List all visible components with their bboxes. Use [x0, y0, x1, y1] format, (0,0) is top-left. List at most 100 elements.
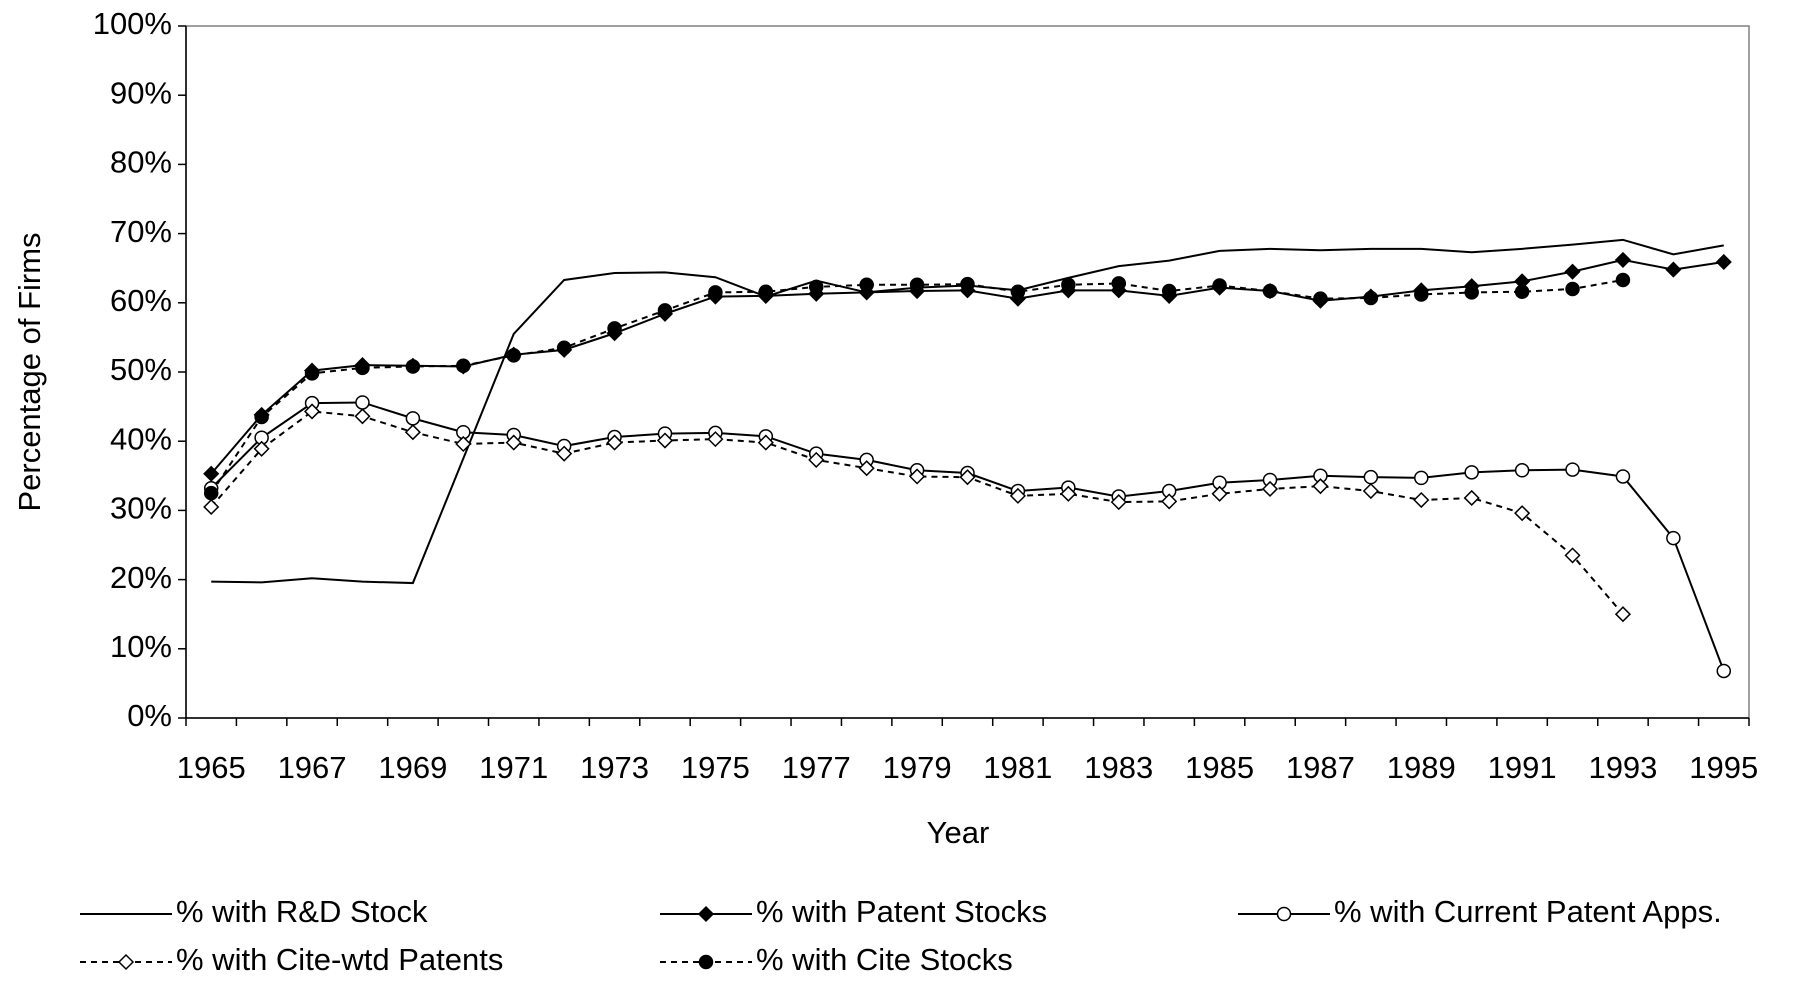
marker: [1009, 487, 1026, 504]
x-tick-label: 1967: [278, 750, 347, 785]
marker: [303, 403, 321, 420]
marker: [405, 359, 421, 374]
y-tick-label: 70%: [110, 214, 172, 249]
marker: [858, 460, 875, 477]
marker: [556, 340, 572, 356]
series-line: [210, 278, 1624, 494]
marker: [505, 434, 522, 451]
marker: [1363, 469, 1379, 485]
x-tick-label: 1995: [1689, 750, 1758, 785]
y-tick-label: 60%: [110, 283, 172, 318]
legend-label: % with Cite Stocks: [756, 942, 1013, 977]
marker: [354, 408, 371, 425]
marker: [1161, 493, 1178, 510]
marker: [909, 277, 925, 293]
marker: [859, 277, 874, 293]
legend-marker: [698, 954, 714, 970]
marker: [1514, 463, 1530, 478]
marker: [556, 445, 573, 462]
x-tick-label: 1987: [1286, 750, 1355, 785]
marker: [254, 409, 269, 425]
marker: [1312, 478, 1329, 495]
x-tick-label: 1977: [782, 750, 851, 785]
series-line: [210, 401, 1725, 672]
x-tick-label: 1965: [177, 750, 246, 785]
marker: [707, 431, 724, 448]
marker: [657, 303, 673, 318]
marker: [808, 451, 825, 468]
y-tick-label: 40%: [110, 421, 172, 456]
y-tick-label: 50%: [110, 352, 172, 387]
x-tick-label: 1971: [479, 750, 548, 785]
marker: [203, 485, 219, 501]
x-tick-label: 1991: [1488, 750, 1557, 785]
y-tick-label: 30%: [110, 491, 172, 526]
marker: [1715, 253, 1732, 271]
x-tick-label: 1969: [378, 750, 447, 785]
marker: [455, 435, 472, 453]
marker: [960, 276, 975, 292]
marker: [1211, 485, 1228, 502]
x-tick-label: 1993: [1588, 750, 1657, 785]
marker: [405, 411, 421, 426]
marker: [757, 434, 774, 451]
y-tick-label: 100%: [93, 6, 172, 41]
marker: [808, 279, 824, 295]
marker: [355, 360, 370, 376]
marker: [404, 424, 421, 441]
marker: [1666, 530, 1681, 546]
marker: [1665, 261, 1682, 278]
marker: [253, 440, 270, 457]
marker: [1111, 276, 1127, 291]
marker: [1414, 287, 1429, 302]
y-tick-label: 80%: [110, 145, 172, 180]
marker: [758, 284, 774, 299]
marker: [1313, 291, 1328, 306]
marker: [1161, 283, 1177, 299]
marker: [1010, 284, 1026, 299]
legend-label: % with Current Patent Apps.: [1334, 894, 1722, 929]
marker: [1564, 263, 1581, 280]
x-axis-title: Year: [927, 815, 990, 850]
marker: [1514, 284, 1530, 299]
y-tick-label: 10%: [110, 629, 172, 664]
marker: [1363, 290, 1379, 306]
marker: [1414, 470, 1429, 486]
marker: [1262, 283, 1278, 299]
x-tick-label: 1979: [883, 750, 952, 785]
marker: [656, 432, 674, 449]
x-tick-label: 1985: [1185, 750, 1254, 785]
marker: [1565, 462, 1580, 477]
marker: [606, 434, 623, 451]
marker: [1061, 277, 1076, 293]
marker: [959, 469, 976, 486]
legend-marker: [697, 905, 715, 923]
series-line: [210, 410, 1624, 615]
legend-label: % with Cite-wtd Patents: [176, 942, 503, 977]
legend-label: % with Patent Stocks: [756, 894, 1047, 929]
marker: [1464, 465, 1479, 480]
x-tick-label: 1973: [580, 750, 649, 785]
marker: [355, 395, 370, 410]
legend-marker: [1276, 906, 1292, 922]
marker: [1463, 489, 1480, 507]
marker: [1464, 285, 1479, 300]
marker: [1060, 485, 1077, 502]
marker: [1614, 606, 1632, 623]
marker: [203, 498, 220, 516]
marker: [456, 358, 471, 374]
marker: [1564, 547, 1581, 564]
x-tick-label: 1983: [1084, 750, 1153, 785]
marker: [1614, 251, 1632, 268]
marker: [1565, 281, 1580, 297]
legend-marker: [117, 953, 135, 971]
y-axis-title: Percentage of Firms: [12, 232, 47, 511]
x-tick-label: 1975: [681, 750, 750, 785]
marker: [1362, 482, 1379, 500]
y-tick-label: 0%: [127, 698, 172, 733]
marker: [1261, 480, 1279, 498]
marker: [203, 465, 220, 482]
marker: [506, 348, 521, 363]
marker: [1615, 272, 1631, 288]
